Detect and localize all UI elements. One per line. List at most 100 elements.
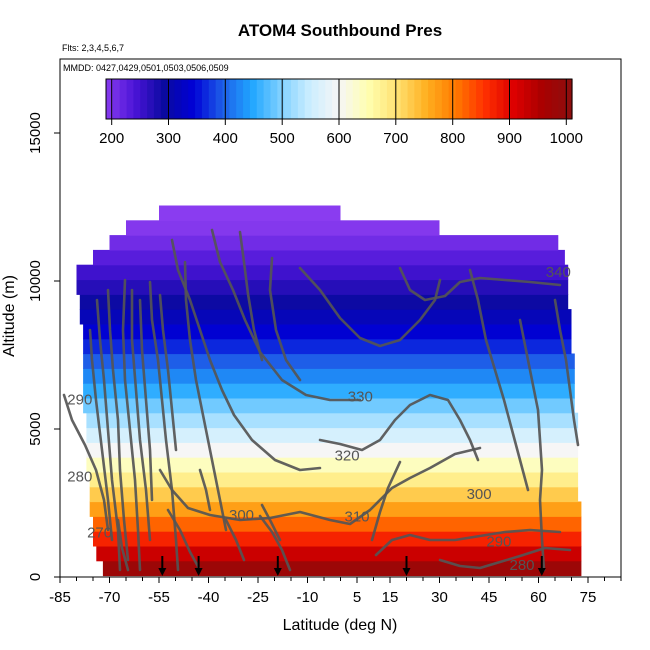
colorbar-swatch <box>126 79 135 119</box>
contour-line <box>198 468 212 512</box>
colorbar-swatch <box>153 79 162 119</box>
colorbar-swatch <box>345 79 354 119</box>
contour-line <box>238 230 264 362</box>
heatmap-band <box>126 220 440 236</box>
contour-line <box>106 288 130 562</box>
colorbar-swatch <box>297 79 306 119</box>
colorbar-swatch <box>517 79 525 119</box>
colorbar-swatch <box>311 79 320 119</box>
colorbar-swatch <box>359 79 368 119</box>
colorbar-swatch <box>530 79 539 119</box>
x-tick-label: 60 <box>530 589 547 606</box>
heatmap-band <box>93 249 565 266</box>
colorbar-swatch <box>188 79 196 119</box>
colorbar-swatch <box>469 79 477 119</box>
x-tick-label: 45 <box>481 589 498 606</box>
heatmap-band <box>83 323 572 340</box>
heatmap-band <box>86 442 579 458</box>
flight-marker <box>194 556 203 576</box>
colorbar-tick-label: 900 <box>497 130 522 147</box>
colorbar-swatch <box>558 79 566 119</box>
colorbar-swatch <box>421 79 429 119</box>
heatmap-band <box>79 294 569 310</box>
colorbar-swatch <box>565 79 573 119</box>
colorbar-swatch <box>222 79 230 119</box>
colorbar-swatch <box>476 79 484 119</box>
x-tick-label: -85 <box>49 589 71 606</box>
colorbar-swatch <box>339 79 347 119</box>
heatmap-band <box>89 501 582 517</box>
contour-line <box>318 393 480 462</box>
x-axis: -85 -70 -55 -40 -25 -10 5 15 30 45 60 75 <box>49 577 622 606</box>
heatmap-band <box>102 560 582 577</box>
colorbar-swatch <box>277 79 285 119</box>
x-tick-label: -10 <box>297 589 319 606</box>
contour-line <box>224 518 246 562</box>
colorbar-swatch <box>393 79 402 119</box>
dates-note: MMDD: 0427,0429,0501,0503,0506,0509 <box>63 63 229 73</box>
contour-line <box>148 280 180 572</box>
colorbar-swatch <box>400 79 409 119</box>
colorbar-swatch <box>455 79 463 119</box>
flight-marker <box>158 556 167 576</box>
temperature-contours <box>62 228 580 572</box>
heatmap-band <box>83 353 575 369</box>
contour-line <box>158 293 178 452</box>
heatmap-band <box>93 531 582 547</box>
contour-label: 300 <box>229 507 254 524</box>
contour-label: 310 <box>344 508 369 525</box>
contour-label: 280 <box>67 468 92 485</box>
heatmap-band <box>89 471 579 488</box>
colorbar-tick-label: 700 <box>383 130 408 147</box>
colorbar-swatch <box>106 79 114 119</box>
heatmap-band <box>93 516 582 532</box>
contour-line <box>370 460 402 542</box>
contour-line <box>138 298 154 502</box>
colorbar-swatch <box>304 79 313 119</box>
colorbar-tick-label: 400 <box>213 130 238 147</box>
heatmap-band <box>79 309 572 325</box>
colorbar-swatch <box>236 79 244 119</box>
contour-line <box>298 266 442 348</box>
heatmap-band <box>83 368 575 384</box>
contour-line <box>116 518 130 572</box>
colorbar-swatch <box>366 79 374 119</box>
colorbar-swatch <box>270 79 278 119</box>
contour-line <box>553 298 580 447</box>
colorbar-swatch <box>551 79 559 119</box>
contour-line <box>62 393 110 532</box>
contour-line <box>518 318 546 572</box>
colorbar-swatch <box>407 79 415 119</box>
contour-labels: 270 280 280 290 290 300 300 310 320 330 340 <box>67 264 571 574</box>
colorbar-swatch <box>482 79 491 119</box>
flight-marker <box>537 556 546 576</box>
colorbar-swatch <box>434 79 443 119</box>
colorbar-swatch <box>524 79 532 119</box>
contour-line <box>398 266 562 302</box>
x-tick-label: -70 <box>99 589 121 606</box>
colorbar-swatch <box>510 79 518 119</box>
heatmap-band <box>83 397 575 414</box>
heatmap-band <box>96 545 582 562</box>
colorbar-swatch <box>284 79 292 119</box>
colorbar-swatch <box>208 79 217 119</box>
heatmap-band <box>109 235 559 251</box>
contour-line <box>121 278 142 572</box>
colorbar-swatch <box>386 79 395 119</box>
x-tick-label: -40 <box>198 589 220 606</box>
y-axis-label: Altitude (m) <box>1 275 18 357</box>
y-tick-label: 10000 <box>27 260 44 302</box>
colorbar-swatch <box>414 79 422 119</box>
colorbar-swatch <box>441 79 450 119</box>
contour-label: 330 <box>348 388 373 405</box>
colorbar-swatch <box>537 79 546 119</box>
colorbar-swatch <box>140 79 148 119</box>
colorbar-swatch <box>112 79 121 119</box>
y-tick-label: 5000 <box>27 412 44 445</box>
colorbar-swatch <box>428 79 436 119</box>
colorbar-tick-label: 500 <box>270 130 295 147</box>
flight-marker <box>273 556 282 576</box>
contour-label: 290 <box>486 534 511 551</box>
